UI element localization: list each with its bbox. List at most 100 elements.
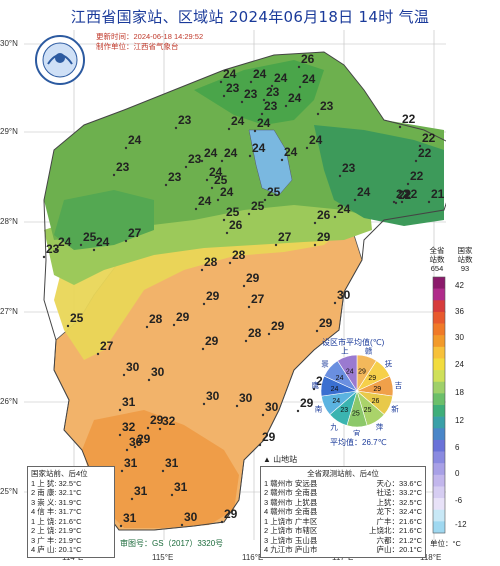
station-temperature: 23 [168,170,182,184]
station-temperature: 29 [262,430,276,444]
station-temperature: 29 [206,289,220,303]
province-outline [43,51,446,531]
station-temperature: 27 [128,226,142,240]
station-dot [164,183,168,187]
station-temperature: 29 [319,316,333,330]
station-temperature: 30 [126,360,140,374]
station-temperature: 31 [174,480,188,494]
pie-slice-value: 26 [372,398,380,405]
station-dot [263,198,267,202]
station-dot [201,347,205,351]
station-temperature: 27 [100,339,114,353]
station-dot [312,387,316,391]
station-dot [146,426,150,430]
station-temperature: 28 [204,255,218,269]
station-temperature: 29 [205,334,219,348]
station-temperature: 23 [342,161,356,175]
station-temperature: 29 [317,230,331,244]
station-temperature: 22 [402,112,416,126]
station-dot [274,243,278,247]
city-average-pie: 29 赣 29 抚 29 吉 26 新 25 萍 25 宜 23 九 24 南 24 鹰 24 景 24 上 [312,346,402,436]
lon-label: 117°E [332,553,354,562]
station-dot [315,329,319,333]
lat-label: 28°N [0,217,18,226]
station-dot [92,248,96,252]
colorbar-swatch [433,335,445,348]
temperature-colorbar [432,276,446,534]
station-dot [120,469,124,473]
pie-city-label: 赣 [365,346,373,356]
dark-green-east [314,125,444,226]
pie-slice-value: 25 [352,411,360,418]
station-temperature: 24 [257,116,271,130]
station-dot [96,352,100,356]
pie-title: 设区市平均值(℃) [322,338,385,347]
pie-slice-value: 29 [373,386,381,393]
rank-location: 1 上饶市 广丰区 [264,516,318,526]
station-dot [353,198,357,202]
station-dot [333,215,337,219]
station-temperature: 22 [404,187,418,201]
colorbar-tick: -6 [455,496,463,505]
colorbar-swatch [433,358,445,371]
rank-location: 4 九江市 庐山市 [264,545,318,554]
province-far-south [82,410,239,528]
station-dot [260,112,264,116]
station-dot [200,159,204,163]
national-rank-row: 3 广 丰: 21.9°C [31,535,82,545]
station-dot [253,129,257,133]
station-temperature: 29 [271,319,285,333]
colorbar-swatch [433,474,445,487]
station-dot [247,212,251,216]
station-dot [400,200,404,204]
station-temperature: 24 [302,72,316,86]
station-dot [333,301,337,305]
colorbar-swatch [433,370,445,383]
rank-location: 2 上饶市 市辖区 [264,526,318,535]
pie-city-label: 吉 [395,381,402,390]
map-approval-note: 审图号：GS（2017）3320号 [120,539,224,548]
colorbar-swatch [433,381,445,394]
station-dot [42,255,46,259]
station-temperature: 24 [223,67,237,81]
station-dot [147,378,151,382]
rank-value: 六都：21.2°C [376,535,422,545]
station-dot [130,497,134,501]
station-temperature: 29 [176,310,190,324]
colorbar-swatch [433,346,445,359]
station-temperature: 23 [116,160,130,174]
station-dot [222,218,226,222]
colorbar-swatch [433,405,445,417]
station-temperature: 23 [178,113,192,127]
colorbar-swatch [433,323,445,336]
lat-label: 25°N [0,487,18,496]
station-dot [184,165,188,169]
rank-location: 4 赣州市 全南县 [264,507,318,516]
station-dot [220,159,224,163]
pie-slice-value: 29 [358,368,366,375]
lat-label: 26°N [0,397,18,406]
station-temperature: 23 [264,99,278,113]
station-temperature: 23 [226,81,240,95]
national-rank-row: 1 上 饶: 21.6°C [31,516,82,526]
station-dot [228,261,232,265]
station-dot [298,85,302,89]
colorbar-swatch [433,509,445,522]
station-temperature: 25 [251,199,265,213]
station-dot [161,469,165,473]
station-temperature: 25 [226,205,240,219]
station-dot [242,284,246,288]
colorbar-swatch [433,416,445,429]
station-temperature: 31 [165,456,179,470]
station-temperature: 32 [162,414,176,428]
station-temperature: 24 [58,235,72,249]
station-temperature: 23 [244,87,258,101]
station-temperature: 23 [188,152,202,166]
colorbar-swatch [433,463,445,476]
station-temperature: 24 [209,165,223,179]
station-temperature: 31 [134,484,148,498]
station-temperature: 30 [239,391,253,405]
station-dot [210,186,214,190]
station-dot [133,445,137,449]
